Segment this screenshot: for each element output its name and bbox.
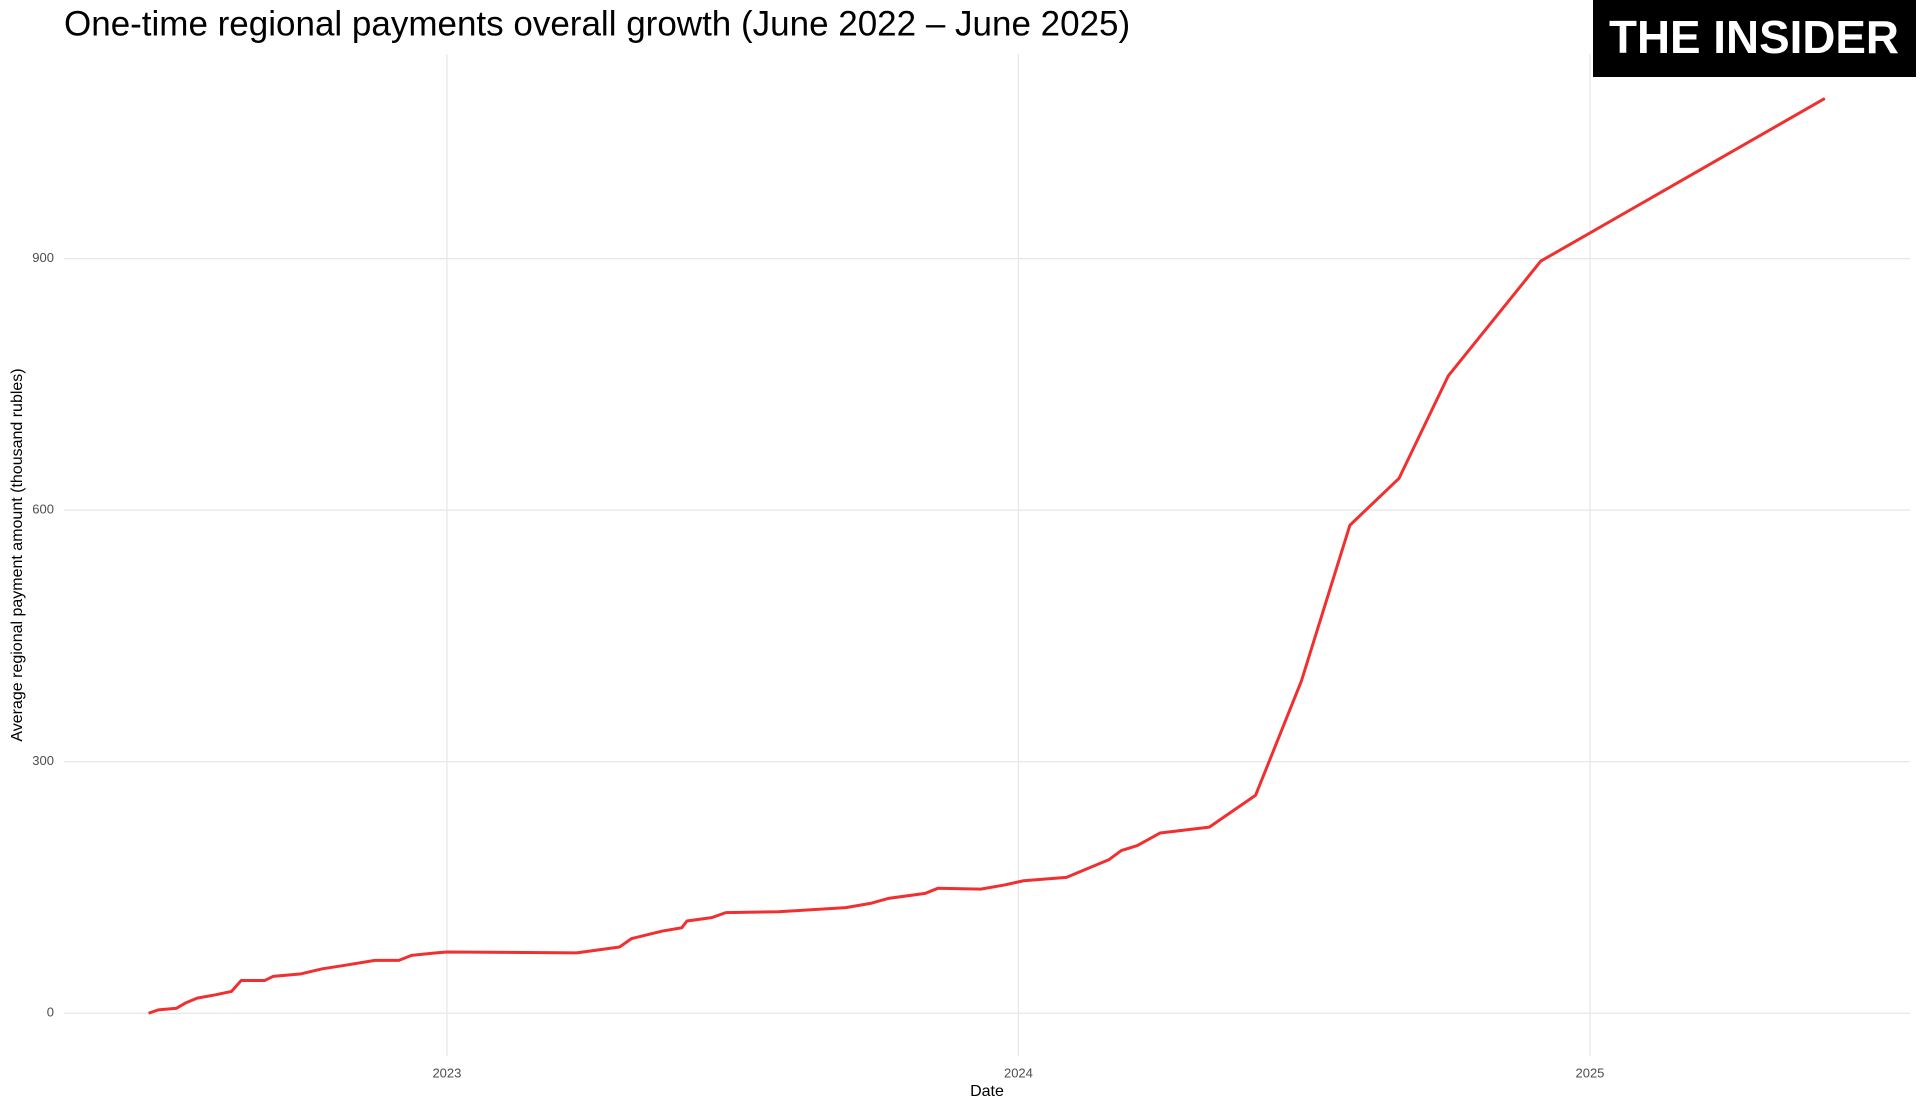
y-tick-label: 900 <box>32 250 54 265</box>
x-tick-label: 2025 <box>1575 1065 1604 1080</box>
x-tick-label: 2024 <box>1004 1065 1033 1080</box>
y-tick-label: 300 <box>32 753 54 768</box>
y-tick-label: 600 <box>32 502 54 517</box>
x-axis-label: Date <box>970 1083 1004 1100</box>
y-tick-label: 0 <box>47 1005 54 1020</box>
logo-box <box>1593 0 1916 77</box>
logo: THE INSIDER <box>1609 11 1899 63</box>
data-line <box>148 97 1826 1015</box>
y-axis-label: Average regional payment amount (thousan… <box>9 368 26 741</box>
x-tick-label: 2023 <box>432 1065 461 1080</box>
chart-title: One-time regional payments overall growt… <box>64 4 1130 43</box>
